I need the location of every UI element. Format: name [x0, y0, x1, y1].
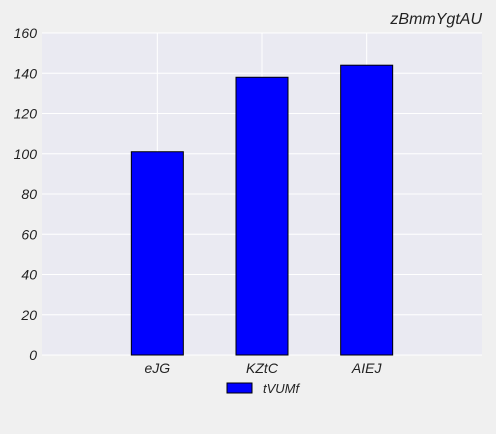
- x-tick-label: KZtC: [246, 360, 279, 376]
- bar: [235, 76, 289, 356]
- y-tick-label: 140: [14, 65, 38, 81]
- y-tick-label: 100: [14, 146, 38, 162]
- chart-title: zBmmYgtAU: [389, 11, 482, 28]
- x-axis-ticks: eJG KZtC AIEJ: [144, 360, 382, 376]
- y-tick-label: 160: [14, 25, 38, 41]
- x-tick-label: AIEJ: [351, 360, 383, 376]
- bars: [130, 64, 394, 356]
- y-tick-label: 80: [21, 186, 37, 202]
- y-tick-label: 60: [21, 226, 37, 242]
- bar: [130, 151, 184, 356]
- legend: tVUMf: [226, 381, 301, 396]
- y-axis-ticks: 0 20 40 60 80 100 120 140 160: [14, 25, 38, 363]
- y-tick-label: 20: [20, 307, 37, 323]
- legend-swatch: [226, 382, 253, 394]
- y-tick-label: 40: [21, 267, 37, 283]
- legend-label: tVUMf: [263, 381, 301, 396]
- y-tick-label: 0: [29, 347, 37, 363]
- bar: [340, 64, 394, 356]
- x-tick-label: eJG: [144, 360, 170, 376]
- y-tick-label: 120: [14, 106, 38, 122]
